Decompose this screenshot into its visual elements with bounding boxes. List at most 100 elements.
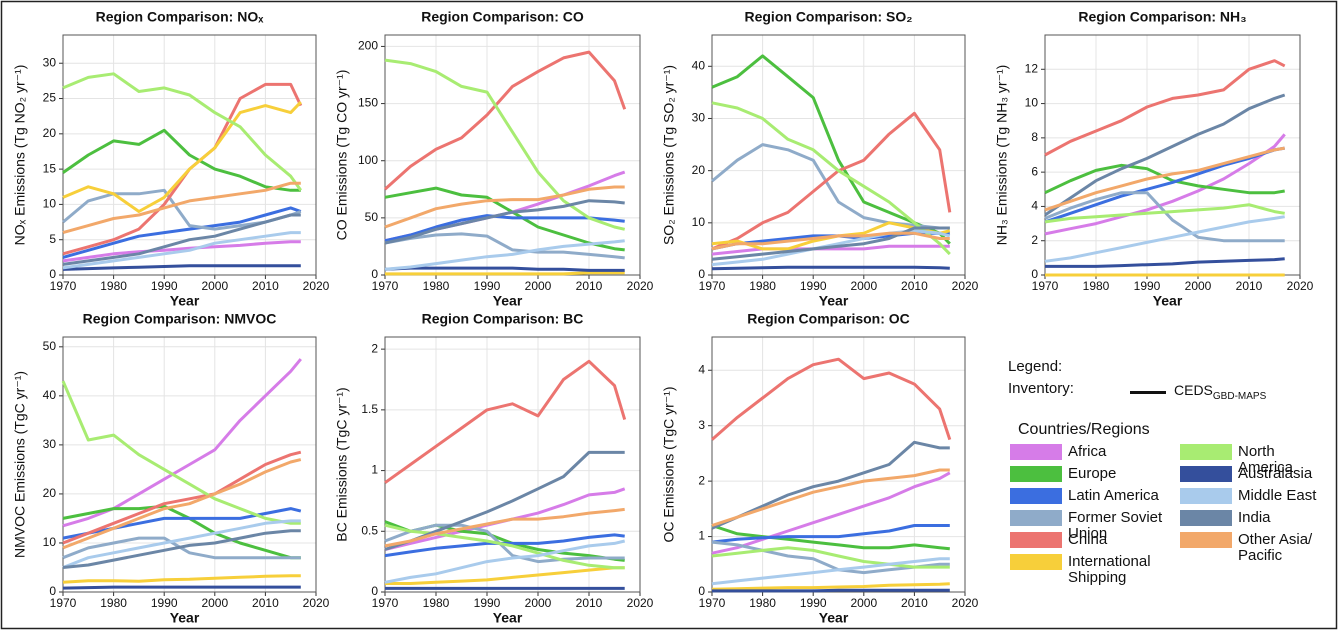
x-tick-label: 2000: [201, 596, 228, 610]
x-axis-label: Year: [819, 293, 849, 309]
series-line: [1044, 191, 1285, 243]
y-tick-label: 4: [1031, 199, 1038, 213]
series-line: [711, 229, 951, 267]
legend-label: Former Soviet Union: [1068, 509, 1163, 542]
series-line: [384, 266, 625, 272]
series-line: [384, 523, 625, 570]
x-axis-label: Year: [170, 293, 200, 309]
x-tick-label: 2000: [1185, 279, 1212, 293]
inventory-sub: GBD-MAPS: [1212, 390, 1267, 402]
series-line: [62, 72, 303, 192]
y-tick-label: 5: [49, 232, 56, 246]
legend-label: China: [1068, 531, 1108, 548]
chart-title: Region Comparison: NMVOC: [83, 311, 277, 327]
legend-label: North America: [1238, 443, 1294, 476]
legend-swatch: [1010, 554, 1062, 570]
x-tick-label: 1990: [151, 279, 178, 293]
x-tick-label: 1970: [372, 279, 399, 293]
x-axis-label: Year: [1153, 293, 1183, 309]
series-line: [384, 533, 625, 558]
x-tick-label: 1970: [699, 279, 726, 293]
y-tick-label: 50: [43, 339, 57, 353]
series-line: [1044, 133, 1286, 236]
series-line: [62, 101, 302, 213]
x-tick-label: 1980: [100, 279, 127, 293]
y-tick-label: 20: [43, 126, 57, 140]
plot-frame: [62, 336, 317, 593]
x-tick-label: 2010: [252, 279, 279, 293]
inventory-label: Inventory:: [1008, 380, 1074, 397]
series-line: [62, 206, 302, 259]
series-line: [62, 264, 301, 271]
x-tick-label: 2010: [252, 596, 279, 610]
series-line: [62, 574, 301, 584]
y-tick-label: 0.5: [361, 523, 378, 537]
y-tick-label: 100: [358, 153, 378, 167]
y-tick-label: 1.5: [361, 402, 378, 416]
inventory-line: [1130, 391, 1166, 394]
series-line: [62, 240, 301, 263]
plot-frame: [711, 336, 966, 593]
y-axis-label: CO Emissions (Tg CO yr⁻¹): [334, 70, 350, 241]
x-tick-label: 2000: [525, 279, 552, 293]
series-line: [1045, 257, 1285, 268]
series-line: [384, 58, 626, 231]
y-tick-label: 4: [698, 362, 705, 376]
chart-title: Region Comparison: NH₃: [1078, 9, 1246, 25]
series-line: [62, 536, 301, 560]
series-line: [711, 546, 950, 569]
x-tick-label: 1990: [474, 596, 501, 610]
series-line: [384, 523, 625, 564]
y-tick-label: 30: [692, 111, 706, 125]
series-line: [62, 585, 301, 590]
chart-title: Region Comparison: OC: [747, 311, 910, 327]
y-tick-label: 0: [371, 584, 378, 598]
series-line: [711, 101, 951, 256]
series-line: [1044, 59, 1286, 157]
legend-label: International Shipping: [1068, 553, 1151, 586]
y-tick-label: 0: [371, 267, 378, 281]
x-tick-label: 2020: [303, 596, 330, 610]
y-tick-label: 2: [1031, 233, 1038, 247]
series-line: [1044, 203, 1285, 224]
series-line: [62, 458, 302, 550]
y-tick-label: 20: [43, 486, 57, 500]
y-tick-label: 40: [692, 58, 706, 72]
plot-area: [712, 35, 965, 275]
y-tick-label: 200: [358, 39, 378, 53]
legend-swatch: [1180, 532, 1232, 548]
x-axis-label: Year: [493, 293, 523, 309]
x-tick-label: 2020: [627, 596, 654, 610]
series-line: [62, 450, 302, 545]
series-line: [711, 143, 950, 230]
series-line: [384, 539, 626, 584]
series-line: [1044, 215, 1285, 263]
legend-label: Middle East: [1238, 487, 1317, 504]
y-tick-label: 0: [698, 267, 705, 281]
series-line: [384, 185, 625, 229]
legend-swatch: [1010, 466, 1062, 482]
y-tick-label: 30: [43, 437, 57, 451]
x-tick-label: 1970: [699, 596, 726, 610]
plot-area: [712, 337, 965, 592]
y-tick-label: 10: [692, 215, 706, 229]
series-line: [62, 358, 302, 528]
series-line: [711, 471, 951, 555]
series-line: [1044, 93, 1286, 217]
y-tick-label: 0: [49, 267, 56, 281]
y-tick-label: 6: [1031, 164, 1038, 178]
series-line: [711, 524, 950, 551]
x-tick-label: 1990: [800, 596, 827, 610]
series-line: [385, 271, 625, 276]
y-tick-label: 12: [1025, 61, 1039, 75]
y-tick-label: 25: [43, 91, 57, 105]
series-line: [1044, 146, 1285, 212]
x-tick-label: 1970: [50, 596, 77, 610]
legend-swatch: [1180, 510, 1232, 526]
y-tick-label: 0: [698, 584, 705, 598]
x-axis-label: Year: [170, 610, 200, 626]
series-line: [62, 519, 301, 569]
